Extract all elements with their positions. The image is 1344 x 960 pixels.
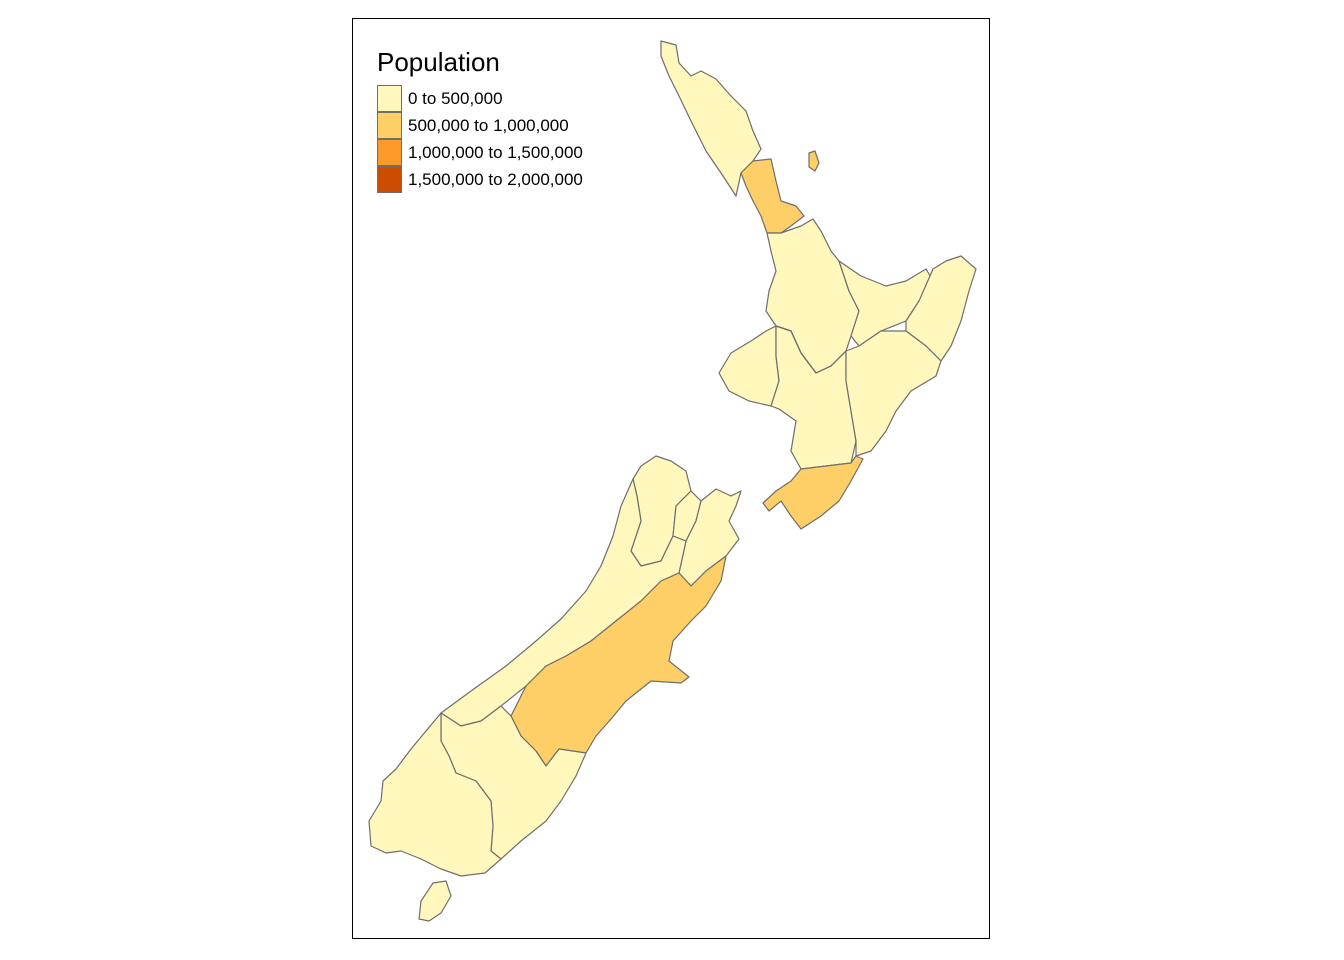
legend-title: Population [377, 47, 500, 77]
region-southland[interactable] [368, 712, 502, 877]
region-stewart-island[interactable] [418, 880, 452, 922]
region-auckland-island[interactable] [808, 150, 820, 172]
region-canterbury[interactable] [510, 555, 727, 767]
legend-label: 1,500,000 to 2,000,000 [408, 169, 583, 189]
new-zealand-map [368, 40, 977, 922]
legend-label: 1,000,000 to 1,500,000 [408, 142, 583, 162]
boundary-line [775, 325, 847, 374]
legend-swatch [377, 139, 402, 166]
legend-label: 500,000 to 1,000,000 [408, 115, 569, 135]
region-northland[interactable] [660, 40, 762, 197]
map-panel: Population 0 to 500,000 500,000 to 1,000… [352, 18, 990, 939]
region-taranaki[interactable] [718, 325, 780, 407]
legend: Population 0 to 500,000 500,000 to 1,000… [377, 49, 583, 193]
region-wellington[interactable] [762, 455, 864, 530]
legend-swatch [377, 85, 402, 112]
legend-item: 1,000,000 to 1,500,000 [377, 139, 583, 166]
legend-swatch [377, 166, 402, 193]
legend-label: 0 to 500,000 [408, 88, 503, 108]
legend-swatch [377, 112, 402, 139]
region-gisborne[interactable] [905, 255, 977, 362]
legend-item: 1,500,000 to 2,000,000 [377, 166, 583, 193]
region-hawkes-bay[interactable] [845, 330, 942, 457]
region-auckland[interactable] [740, 158, 805, 234]
legend-item: 0 to 500,000 [377, 85, 583, 112]
legend-item: 500,000 to 1,000,000 [377, 112, 583, 139]
